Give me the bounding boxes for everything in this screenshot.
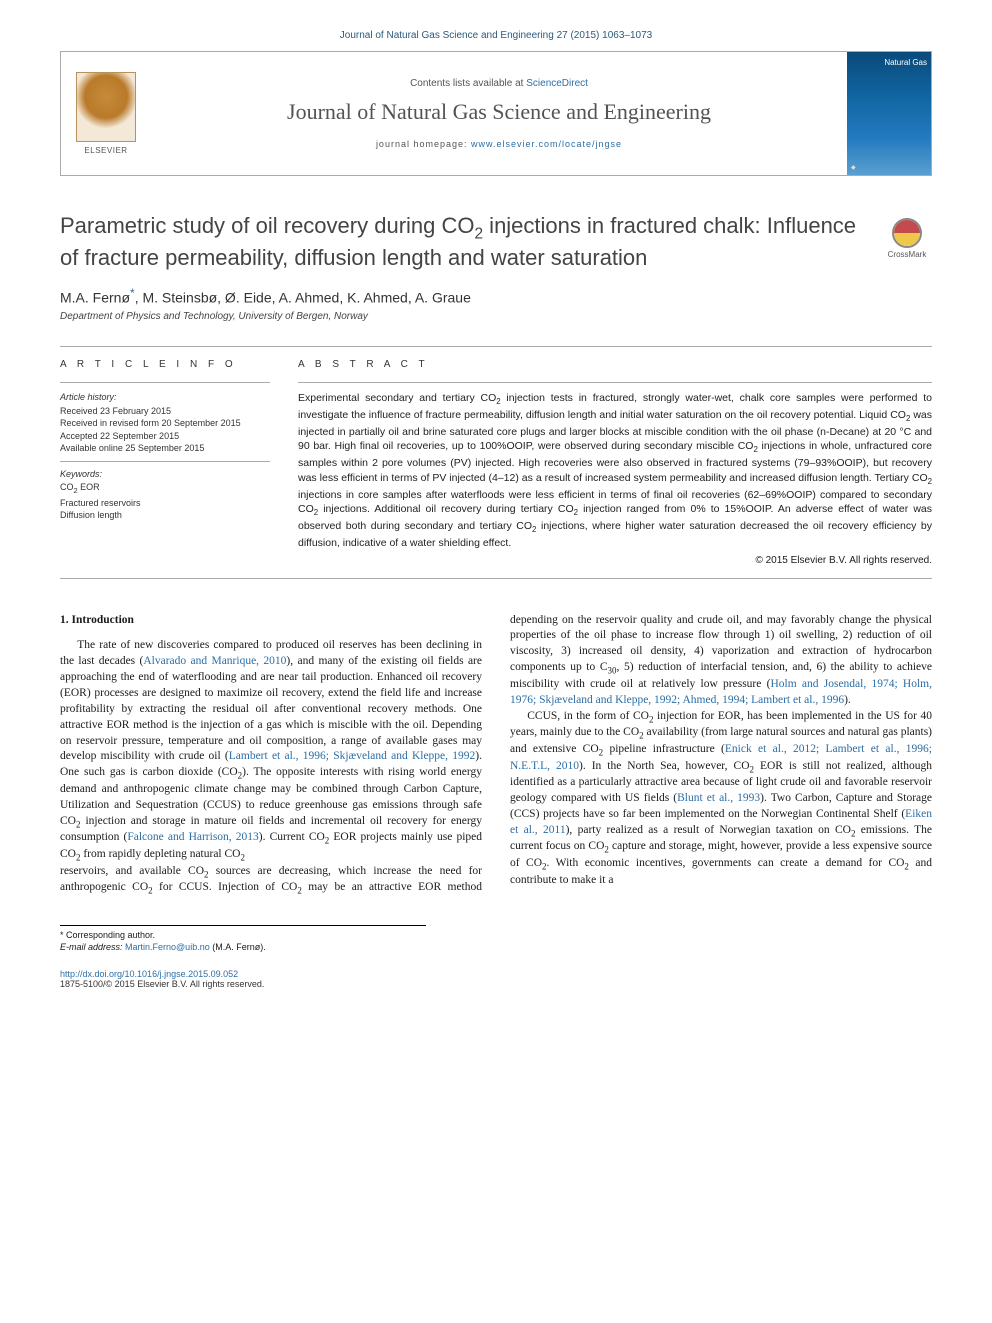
keyword-1: CO2 EOR: [60, 482, 100, 492]
journal-homepage-line: journal homepage: www.elsevier.com/locat…: [376, 139, 622, 149]
elsevier-tree-icon: [76, 72, 136, 142]
body-paragraph-3: CCUS, in the form of CO2 injection for E…: [510, 709, 932, 889]
contents-prefix: Contents lists available at: [410, 78, 526, 89]
journal-cover-thumb: Natural Gas ◆: [847, 52, 931, 175]
contents-available-line: Contents lists available at ScienceDirec…: [410, 78, 588, 89]
corr-author-label: * Corresponding author.: [60, 930, 426, 942]
article-body: 1. Introduction The rate of new discover…: [60, 613, 932, 897]
authors-line: M.A. Fernø*, M. Steinsbø, Ø. Eide, A. Ah…: [60, 286, 932, 306]
abstract-copyright: © 2015 Elsevier B.V. All rights reserved…: [298, 555, 932, 566]
issn-copyright-line: 1875-5100/© 2015 Elsevier B.V. All right…: [60, 979, 264, 989]
journal-citation-top: Journal of Natural Gas Science and Engin…: [60, 30, 932, 41]
article-title: Parametric study of oil recovery during …: [60, 212, 862, 272]
sciencedirect-link[interactable]: ScienceDirect: [526, 78, 588, 89]
abstract-text: Experimental secondary and tertiary CO2 …: [298, 391, 932, 551]
journal-name: Journal of Natural Gas Science and Engin…: [287, 99, 711, 125]
journal-header-box: ELSEVIER Contents lists available at Sci…: [60, 51, 932, 176]
keywords-label: Keywords:: [60, 468, 270, 481]
history-accepted: Accepted 22 September 2015: [60, 431, 179, 441]
corresponding-author-footnote: * Corresponding author. E-mail address: …: [60, 925, 426, 953]
divider-bottom: [60, 578, 932, 579]
body-paragraph-1: The rate of new discoveries compared to …: [60, 638, 482, 863]
history-received: Received 23 February 2015: [60, 406, 171, 416]
info-divider-2: [60, 461, 270, 462]
info-divider-1: [60, 382, 270, 383]
keyword-3: Diffusion length: [60, 510, 122, 520]
crossmark-label: CrossMark: [888, 250, 927, 259]
history-label: Article history:: [60, 391, 270, 404]
affiliation-line: Department of Physics and Technology, Un…: [60, 311, 932, 322]
homepage-prefix: journal homepage:: [376, 139, 471, 149]
crossmark-icon: [892, 218, 922, 248]
homepage-link[interactable]: www.elsevier.com/locate/jngse: [471, 139, 622, 149]
history-revised: Received in revised form 20 September 20…: [60, 418, 241, 428]
email-label: E-mail address:: [60, 942, 125, 952]
article-info-label: A R T I C L E I N F O: [60, 359, 270, 370]
elsevier-logo: ELSEVIER: [61, 52, 151, 175]
email-suffix: (M.A. Fernø).: [210, 942, 266, 952]
header-center: Contents lists available at ScienceDirec…: [151, 52, 847, 175]
abstract-divider: [298, 382, 932, 383]
email-link[interactable]: Martin.Ferno@uib.no: [125, 942, 210, 952]
abstract-label: A B S T R A C T: [298, 359, 932, 370]
cover-thumb-label: Natural Gas: [851, 58, 927, 67]
article-info-column: A R T I C L E I N F O Article history: R…: [60, 359, 270, 566]
elsevier-label: ELSEVIER: [84, 146, 127, 155]
history-online: Available online 25 September 2015: [60, 443, 204, 453]
divider-top: [60, 346, 932, 347]
keyword-2: Fractured reservoirs: [60, 498, 141, 508]
bottom-doi-block: http://dx.doi.org/10.1016/j.jngse.2015.0…: [60, 969, 932, 989]
crossmark-badge[interactable]: CrossMark: [882, 218, 932, 259]
doi-link[interactable]: http://dx.doi.org/10.1016/j.jngse.2015.0…: [60, 969, 238, 979]
cover-thumb-logo-icon: ◆: [851, 164, 856, 171]
abstract-column: A B S T R A C T Experimental secondary a…: [298, 359, 932, 566]
intro-heading: 1. Introduction: [60, 613, 482, 629]
